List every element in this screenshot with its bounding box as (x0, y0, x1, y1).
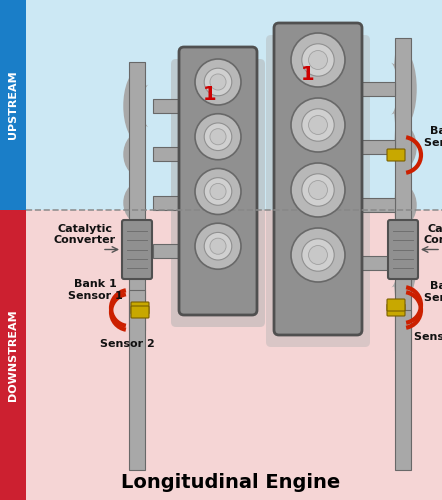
FancyBboxPatch shape (387, 304, 405, 316)
FancyBboxPatch shape (387, 299, 405, 311)
Circle shape (302, 109, 334, 141)
Circle shape (291, 33, 345, 87)
Text: Sensor 2: Sensor 2 (99, 339, 154, 349)
Circle shape (309, 116, 328, 134)
Bar (129, 62, 145, 330)
Bar (0, 210, 26, 500)
Circle shape (204, 232, 232, 260)
Circle shape (302, 239, 334, 271)
Text: Bank 2
Sensor 1: Bank 2 Sensor 1 (423, 281, 442, 303)
Bar (349, 82, 395, 96)
FancyBboxPatch shape (131, 302, 149, 314)
Text: 1: 1 (301, 64, 315, 84)
Bar (26, 0, 442, 210)
Text: Sensor 2: Sensor 2 (414, 332, 442, 342)
FancyBboxPatch shape (131, 306, 149, 318)
Text: Bank 1
Sensor 1: Bank 1 Sensor 1 (68, 279, 122, 301)
Text: DOWNSTREAM: DOWNSTREAM (8, 309, 18, 401)
Text: Catalytic
Converter: Catalytic Converter (54, 224, 116, 246)
Bar (153, 244, 184, 258)
Text: UPSTREAM: UPSTREAM (8, 70, 18, 140)
Circle shape (309, 180, 328, 200)
FancyBboxPatch shape (266, 35, 370, 347)
Circle shape (291, 228, 345, 282)
Circle shape (291, 98, 345, 152)
Circle shape (195, 223, 241, 269)
Text: Catalytic
Converter: Catalytic Converter (424, 224, 442, 246)
Circle shape (302, 174, 334, 206)
FancyBboxPatch shape (387, 149, 405, 161)
FancyBboxPatch shape (274, 23, 362, 335)
Bar (153, 99, 184, 113)
Text: 1: 1 (203, 84, 217, 103)
Bar (349, 140, 395, 154)
Bar (0, 0, 26, 210)
Bar (129, 290, 145, 470)
Circle shape (210, 74, 226, 90)
Bar (395, 310, 411, 470)
Circle shape (204, 123, 232, 150)
Circle shape (195, 59, 241, 105)
Circle shape (291, 163, 345, 217)
Circle shape (302, 44, 334, 76)
Bar (153, 196, 184, 210)
Circle shape (210, 238, 226, 254)
Circle shape (195, 114, 241, 160)
FancyBboxPatch shape (388, 220, 418, 279)
Circle shape (204, 68, 232, 96)
Bar (349, 198, 395, 212)
Bar (395, 38, 411, 350)
FancyBboxPatch shape (179, 47, 257, 315)
Circle shape (210, 128, 226, 145)
Circle shape (309, 246, 328, 264)
FancyBboxPatch shape (171, 59, 265, 327)
Circle shape (309, 50, 328, 70)
Circle shape (204, 178, 232, 206)
Text: Bank 1
Sensor 1: Bank 1 Sensor 1 (423, 126, 442, 148)
Circle shape (210, 184, 226, 200)
Bar (153, 148, 184, 162)
Bar (26, 210, 442, 500)
Text: Longitudinal Engine: Longitudinal Engine (122, 472, 341, 492)
FancyBboxPatch shape (122, 220, 152, 279)
Circle shape (195, 168, 241, 214)
Bar (349, 256, 395, 270)
